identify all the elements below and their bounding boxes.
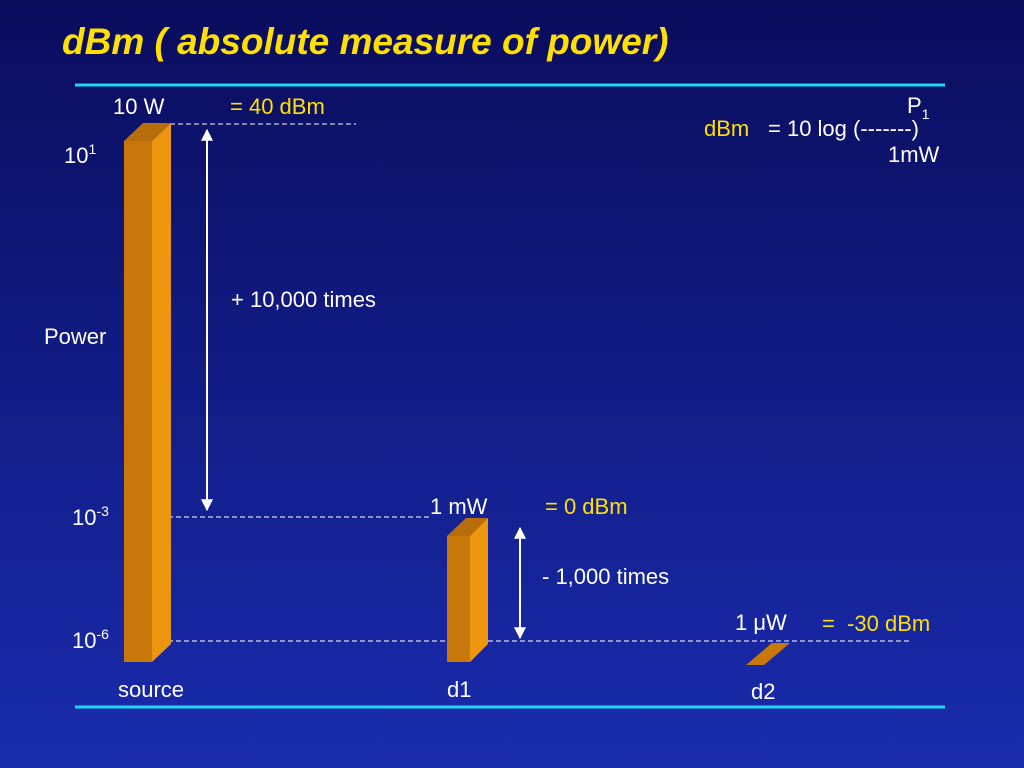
tick-exp: 1 [88, 141, 96, 157]
bar-side [152, 123, 171, 662]
bar-dbm: = -30 dBm [822, 611, 930, 636]
bar-power: 1 μW [735, 610, 787, 635]
annotation: + 10,000 times [231, 287, 376, 312]
bar-label: source [118, 677, 184, 702]
axis-tick: 10-3 [72, 503, 109, 530]
bar-power: 1 mW [430, 494, 488, 519]
tick-base: 10 [72, 628, 96, 653]
annotation: - 1,000 times [542, 564, 669, 589]
bar-front [124, 141, 152, 662]
title: dBm ( absolute measure of power) [62, 21, 669, 62]
axis-tick: 101 [64, 141, 96, 168]
bar-side [470, 518, 488, 662]
formula-denominator: 1mW [888, 142, 940, 167]
tick-exp: -3 [96, 503, 109, 519]
formula-rhs: = 10 log (-------) [768, 116, 919, 141]
bar-label: d1 [447, 677, 471, 702]
numerator-base: P [907, 93, 922, 118]
bar-source [124, 123, 171, 662]
bar-dbm: = 40 dBm [230, 94, 325, 119]
axis-tick: 10-6 [72, 626, 109, 653]
numerator-sub: 1 [922, 106, 930, 122]
tick-base: 10 [72, 505, 96, 530]
bar-label: d2 [751, 679, 775, 704]
bar-d1 [447, 518, 488, 662]
formula-lhs: dBm [704, 116, 749, 141]
tick-exp: -6 [96, 626, 109, 642]
tick-base: 10 [64, 143, 88, 168]
bar-top [447, 518, 488, 536]
bar-top [124, 123, 171, 141]
formula-numerator: P1 [907, 93, 930, 122]
bar-front [447, 536, 470, 662]
bar-d2 [746, 643, 790, 665]
bar-dbm: = 0 dBm [545, 494, 628, 519]
axis-label: Power [44, 324, 106, 349]
bar-power: 10 W [113, 94, 165, 119]
